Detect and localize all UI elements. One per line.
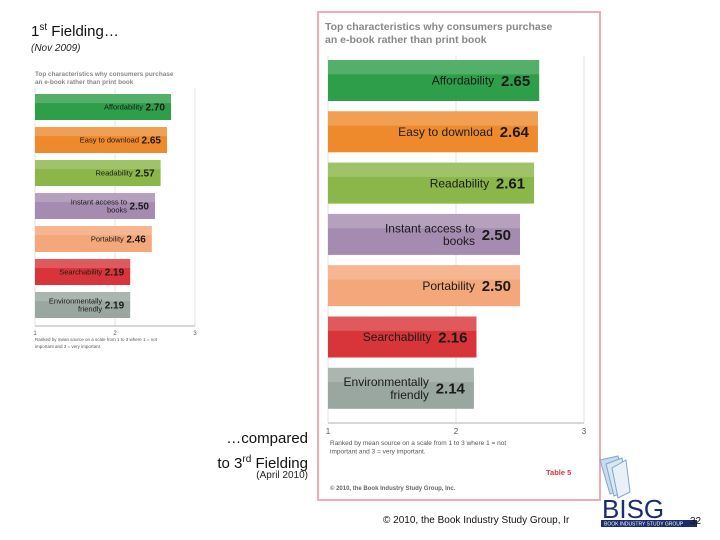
chart-1-bar-sheen <box>35 127 167 137</box>
chart-2-copyright: © 2010, the Book Industry Study Group, I… <box>330 485 456 492</box>
chart-1-bar-sheen <box>35 94 171 104</box>
chart-1-value-label: 2.50 <box>130 202 150 213</box>
chart-2-value-label: 2.65 <box>501 73 530 90</box>
chart-1-category-label: Instant access to <box>71 198 127 207</box>
heading-1-suffix: Fielding… <box>47 23 119 40</box>
chart-1-title-line: an e-book rather than print book <box>35 79 134 86</box>
chart-2-category-label: Environmentally <box>344 375 429 389</box>
logo-wordmark: BISG <box>602 494 664 524</box>
heading-2-suffix: Fielding <box>251 455 308 472</box>
chart-1-bar <box>35 193 155 219</box>
chart-2-bar <box>328 316 477 358</box>
chart-2-category-label: Portability <box>422 279 475 293</box>
chart-2-footnote: Ranked by mean source on a scale from 1 … <box>330 440 506 447</box>
chart-1-bar <box>35 226 152 252</box>
chart-1-value-label: 2.57 <box>135 169 155 180</box>
chart-1-title-line: Top characteristics why consumers purcha… <box>35 71 174 78</box>
chart-2-bar <box>328 111 538 153</box>
chart-2-bar <box>328 60 540 101</box>
chart-1-bar <box>35 127 167 153</box>
chart-2-tick-label: 2 <box>454 427 459 436</box>
logo-tagline: BOOK INDUSTRY STUDY GROUP <box>604 522 684 528</box>
chart-1-category-label: Affordability <box>104 103 143 112</box>
chart-1-footnote: Ranked by mean source on a scale from 1 … <box>35 337 158 342</box>
chart-1-value-label: 2.65 <box>142 136 162 147</box>
chart-2-value-label: 2.50 <box>482 227 511 244</box>
chart-1-bar-sheen <box>35 226 152 236</box>
chart-1-category-label: friendly <box>78 305 102 314</box>
chart-2-value-label: 2.14 <box>436 381 466 398</box>
chart-2-bar <box>328 162 535 204</box>
chart-1-tick-label: 1 <box>33 331 37 337</box>
chart-2-bar <box>328 213 520 255</box>
chart-2-footnote: important and 3 = very important. <box>330 449 426 456</box>
chart-1-category-label: Easy to download <box>80 136 139 145</box>
footer-copyright: © 2010, the Book Industry Study Group, I… <box>383 515 570 526</box>
chart-2-bar-sheen <box>328 162 535 177</box>
chart-1-bar <box>35 259 131 285</box>
chart-2-bar-sheen <box>328 111 538 126</box>
chart-2-title-line: Top characteristics why consumers purcha… <box>325 21 553 33</box>
heading-2-line2: to 3rd Fielding <box>150 449 308 474</box>
fielding-1-heading: 1st Fielding… <box>31 22 119 40</box>
chart-1-bar-sheen <box>35 193 155 203</box>
book-fan-icon <box>599 455 631 499</box>
chart-2-bar-sheen <box>328 316 477 331</box>
chart-2-bar-sheen <box>328 60 540 75</box>
chart-2-bar-sheen <box>328 265 520 280</box>
chart-2-value-label: 2.64 <box>500 124 530 141</box>
chart-1-value-label: 2.19 <box>105 301 125 312</box>
chart-2-table-label: Table 5 <box>546 468 571 477</box>
bisg-logo: BISG BOOK INDUSTRY STUDY GROUP <box>599 455 697 528</box>
chart-1-bar-sheen <box>35 292 131 302</box>
chart-2-bar <box>328 367 474 409</box>
chart-1-category-label: Portability <box>91 235 124 244</box>
chart-1-bar <box>35 160 161 186</box>
chart-2-value-label: 2.16 <box>438 329 467 346</box>
chart-2-category-label: Readability <box>430 176 489 190</box>
chart-1-footnote: important and 3 = very important. <box>35 344 101 349</box>
heading-2-line1: …compared <box>226 430 308 447</box>
chart-2-bar <box>328 265 520 307</box>
heading-1-prefix: 1 <box>31 23 40 40</box>
heading-1-sup: st <box>39 22 48 33</box>
chart-2-category-label: Easy to download <box>398 125 493 139</box>
chart-1-tick-label: 3 <box>193 331 197 337</box>
chart-1-category-label: Searchability <box>59 268 102 277</box>
chart-2-value-label: 2.61 <box>496 176 525 193</box>
page-number: 32 <box>690 516 702 527</box>
chart-2-category-label: books <box>443 234 475 248</box>
chart-1-category-label: books <box>107 206 127 215</box>
chart-1-value-label: 2.19 <box>105 268 125 279</box>
chart-2-value-label: 2.50 <box>482 278 511 295</box>
chart-1-bar-sheen <box>35 259 131 269</box>
chart-1-value-label: 2.46 <box>126 235 146 246</box>
chart-2-bar-sheen <box>328 367 474 383</box>
chart-1-value-label: 2.70 <box>146 103 166 114</box>
chart-2-tick-label: 1 <box>326 427 331 436</box>
chart-1-bar-sheen <box>35 160 161 170</box>
heading-2-prefix: to 3 <box>217 455 243 472</box>
chart-2-category-label: Searchability <box>363 330 432 344</box>
fielding-3-heading: …compared to 3rd Fielding <box>150 428 308 474</box>
chart-2-bar-sheen <box>328 213 520 229</box>
chart-1-bar <box>35 292 131 318</box>
fielding-3-date: (April 2010) <box>256 470 308 481</box>
chart-2-category-label: friendly <box>390 388 429 402</box>
chart-1-category-label: Readability <box>95 169 132 178</box>
chart-2-tick-label: 3 <box>582 427 587 436</box>
chart-2-title-line: an e-book rather than print book <box>325 34 487 46</box>
chart-1-bar <box>35 94 171 120</box>
chart-1-tick-label: 2 <box>113 331 117 337</box>
chart-2-category-label: Instant access to <box>385 221 475 235</box>
heading-2-sup: rd <box>242 454 252 465</box>
chart-2-category-label: Affordability <box>432 74 494 88</box>
fielding-1-date: (Nov 2009) <box>31 43 81 54</box>
chart-1-category-label: Environmentally <box>49 297 103 306</box>
